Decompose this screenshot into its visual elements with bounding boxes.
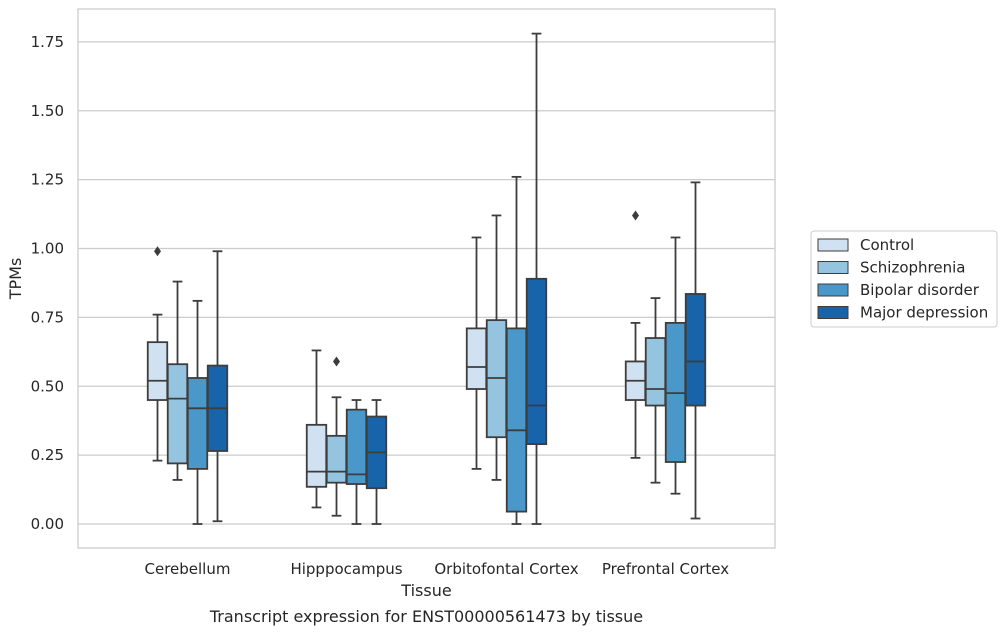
- box-major-depression: [206, 250, 229, 523]
- legend-label: Major depression: [860, 304, 988, 322]
- y-tick-label: 1.25: [31, 171, 64, 189]
- box-iqr: [525, 277, 548, 446]
- x-tick-label: Prefrontal Cortex: [602, 560, 729, 578]
- legend-frame: [810, 230, 998, 328]
- y-tick-label: 0.50: [31, 377, 64, 395]
- legend: Control Schizophrenia Bipolar disorder Majo…: [810, 230, 998, 328]
- x-tick-label: Orbitofontal Cortex: [434, 560, 578, 578]
- y-tick-label: 1.50: [31, 102, 64, 120]
- box-control: [305, 349, 328, 509]
- box-major-depression: [525, 32, 548, 525]
- chart-title: Transcript expression for ENST0000056147…: [209, 607, 643, 626]
- legend-swatch: [817, 306, 849, 319]
- legend-swatch: [817, 283, 849, 297]
- x-axis-label: Tissue: [400, 581, 451, 600]
- box-bipolar-disorder: [345, 399, 368, 525]
- legend-swatch: [817, 238, 849, 252]
- legend-label: Schizophrenia: [860, 259, 965, 277]
- box-iqr: [684, 293, 707, 407]
- y-tick-label: 1.00: [31, 240, 64, 258]
- outlier-point: [154, 246, 161, 257]
- x-tick-label: Hipppocampus: [290, 560, 402, 578]
- box-control: [465, 236, 488, 470]
- box-schizophrenia: [644, 297, 667, 484]
- y-axis-label: TPMs: [6, 258, 25, 301]
- box-iqr: [325, 434, 348, 484]
- x-tick-label: Cerebellum: [145, 560, 231, 578]
- box-iqr: [465, 327, 488, 390]
- box-bipolar-disorder: [664, 236, 687, 495]
- outlier-point: [333, 356, 340, 367]
- box-iqr: [644, 337, 667, 407]
- y-tick-label: 1.75: [31, 33, 64, 51]
- box-iqr: [186, 377, 209, 470]
- box-major-depression: [365, 399, 388, 525]
- outlier-point: [632, 210, 639, 221]
- legend-swatch: [817, 261, 849, 274]
- legend-label: Control: [860, 236, 914, 254]
- boxes-layer: [146, 32, 707, 525]
- y-axis-ticks: 0.00 0.25 0.50 0.75 1.00 1.25 1.50 1.75: [31, 33, 64, 533]
- plot-frame: [77, 8, 776, 549]
- box-iqr: [345, 408, 368, 485]
- box-control: [624, 210, 647, 459]
- y-tick-label: 0.00: [31, 515, 64, 533]
- box-iqr: [505, 327, 528, 513]
- legend-label: Bipolar disorder: [860, 281, 980, 299]
- box-control: [146, 246, 169, 462]
- box-major-depression: [684, 181, 707, 520]
- box-iqr: [166, 363, 189, 465]
- plot-background: [78, 9, 775, 548]
- box-iqr: [305, 423, 328, 488]
- x-axis-ticks: Cerebellum Hipppocampus Orbitofontal Corte…: [145, 560, 730, 578]
- y-tick-label: 0.25: [31, 446, 64, 464]
- box-iqr: [146, 341, 169, 401]
- y-tick-label: 0.75: [31, 308, 64, 326]
- box-schizophrenia: [485, 214, 508, 481]
